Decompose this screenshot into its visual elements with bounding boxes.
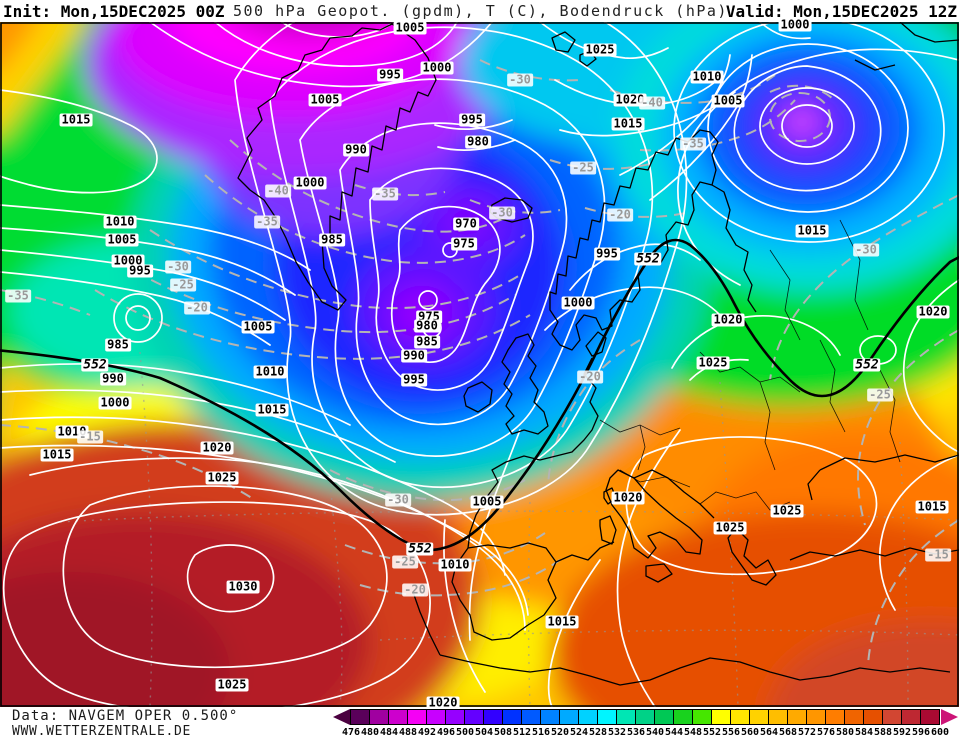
colorbar-swatch bbox=[503, 710, 522, 724]
colorbar-tick-label: 568 bbox=[778, 727, 798, 738]
colorbar-tick-label: 488 bbox=[398, 727, 418, 738]
colorbar-tick-label: 512 bbox=[512, 727, 532, 738]
colorbar-tick-label: 480 bbox=[360, 727, 380, 738]
colorbar-swatch bbox=[769, 710, 788, 724]
colorbar-tick-label: 476 bbox=[341, 727, 361, 738]
colorbar-swatch bbox=[351, 710, 370, 724]
colorbar-swatch bbox=[921, 710, 939, 724]
colorbar-swatch bbox=[655, 710, 674, 724]
colorbar-tick-label: 564 bbox=[759, 727, 779, 738]
weather-map: 1005 1000 1025 1000 995 1010 1005 1020 1005 1015 9… bbox=[0, 18, 959, 710]
website-label: WWW.WETTERZENTRALE.DE bbox=[12, 724, 192, 739]
colorbar-swatch bbox=[484, 710, 503, 724]
colorbar-swatch bbox=[389, 710, 408, 724]
colorbar-ticks: 476 480 484 488 492 496 500 504 508 512 516 520 524 5… bbox=[333, 727, 958, 739]
colorbar-swatch bbox=[807, 710, 826, 724]
colorbar-swatch bbox=[902, 710, 921, 724]
colorbar-swatch bbox=[598, 710, 617, 724]
weather-map-svg bbox=[0, 22, 959, 707]
colorbar-swatch bbox=[845, 710, 864, 724]
map-border bbox=[0, 22, 959, 707]
colorbar-tick-label: 600 bbox=[930, 727, 950, 738]
colorbar-tick-label: 584 bbox=[854, 727, 874, 738]
colorbar-tick-label: 516 bbox=[531, 727, 551, 738]
colorbar-tick-label: 548 bbox=[683, 727, 703, 738]
colorbar-tick-label: 532 bbox=[607, 727, 627, 738]
colorbar-swatch bbox=[674, 710, 693, 724]
colorbar-tick-label: 544 bbox=[664, 727, 684, 738]
colorbar-tick-label: 556 bbox=[721, 727, 741, 738]
colorbar-swatch bbox=[560, 710, 579, 724]
colorbar-swatch bbox=[579, 710, 598, 724]
colorbar-tick-label: 572 bbox=[797, 727, 817, 738]
colorbar-tick-label: 536 bbox=[626, 727, 646, 738]
colorbar-swatch bbox=[370, 710, 389, 724]
colorbar-tick-label: 528 bbox=[588, 727, 608, 738]
colorbar-tick-label: 580 bbox=[835, 727, 855, 738]
colorbar-tick-label: 552 bbox=[702, 727, 722, 738]
colorbar-swatch bbox=[617, 710, 636, 724]
colorbar-swatch bbox=[522, 710, 541, 724]
colorbar-tick-label: 496 bbox=[436, 727, 456, 738]
colorbar-swatch bbox=[883, 710, 902, 724]
chart-header: Init: Mon,15DEC2025 00Z 500 hPa Geopot. … bbox=[0, 0, 959, 22]
colorbar-swatch bbox=[712, 710, 731, 724]
colorbar-swatch bbox=[826, 710, 845, 724]
colorbar-tick-label: 492 bbox=[417, 727, 437, 738]
chart-title: 500 hPa Geopot. (gpdm), T (C), Bodendruc… bbox=[233, 2, 728, 20]
init-time-label: Init: Mon,15DEC2025 00Z bbox=[3, 2, 225, 21]
colorbar-swatch bbox=[408, 710, 427, 724]
geopotential-552-contour bbox=[0, 238, 959, 552]
chart-footer: Data: NAVGEM OPER 0.500° WWW.WETTERZENTR… bbox=[0, 707, 959, 741]
colorbar-left-arrow bbox=[333, 709, 350, 725]
colorbar-swatch bbox=[864, 710, 883, 724]
colorbar-swatch bbox=[731, 710, 750, 724]
valid-time-label: Valid: Mon,15DEC2025 12Z bbox=[725, 2, 957, 21]
colorbar-swatch bbox=[788, 710, 807, 724]
data-source-label: Data: NAVGEM OPER 0.500° bbox=[12, 708, 239, 724]
colorbar-right-arrow bbox=[941, 709, 958, 725]
colorbar-swatch bbox=[465, 710, 484, 724]
colorbar-swatch bbox=[446, 710, 465, 724]
colorbar-tick-label: 504 bbox=[474, 727, 494, 738]
colorbar-tick-label: 508 bbox=[493, 727, 513, 738]
colorbar-tick-label: 560 bbox=[740, 727, 760, 738]
country-borders bbox=[599, 219, 901, 511]
colorbar-tick-label: 576 bbox=[816, 727, 836, 738]
colorbar-tick-label: 540 bbox=[645, 727, 665, 738]
colorbar-tick-label: 484 bbox=[379, 727, 399, 738]
colorbar-swatch bbox=[693, 710, 712, 724]
colorbar-tick-label: 596 bbox=[911, 727, 931, 738]
temperature-contours bbox=[0, 59, 959, 666]
colorbar-swatch bbox=[427, 710, 446, 724]
geopotential-field bbox=[0, 22, 959, 707]
colorbar-tick-label: 524 bbox=[569, 727, 589, 738]
geopotential-colorbar: 476 480 484 488 492 496 500 504 508 512 516 520 524 5… bbox=[333, 709, 958, 741]
colorbar-swatches bbox=[350, 709, 940, 725]
colorbar-swatch bbox=[750, 710, 769, 724]
colorbar-tick-label: 588 bbox=[873, 727, 893, 738]
colorbar-tick-label: 592 bbox=[892, 727, 912, 738]
colorbar-swatch bbox=[541, 710, 560, 724]
colorbar-swatch bbox=[636, 710, 655, 724]
graticule bbox=[59, 351, 959, 707]
colorbar-tick-label: 500 bbox=[455, 727, 475, 738]
colorbar-tick-label: 520 bbox=[550, 727, 570, 738]
